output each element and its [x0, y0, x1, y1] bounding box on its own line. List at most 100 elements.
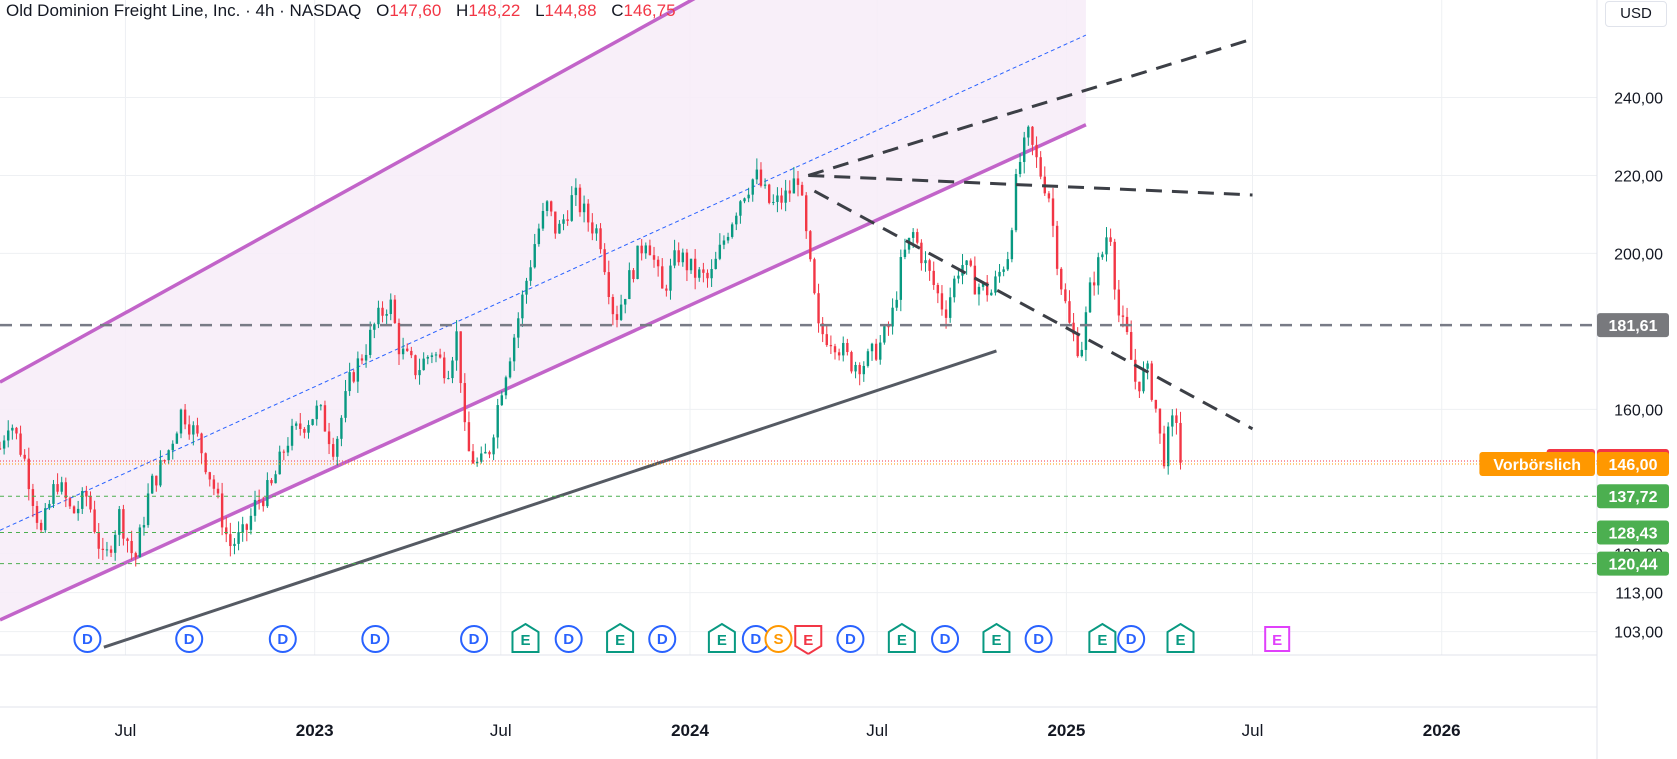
candle-body — [817, 293, 820, 324]
symbol-name[interactable]: Old Dominion Freight Line, Inc. — [6, 1, 241, 20]
price-tag-value: 137,72 — [1609, 489, 1658, 506]
candle-body — [93, 509, 96, 533]
candle-body — [842, 342, 845, 356]
event-marker-e[interactable]: E — [707, 622, 736, 653]
event-marker-e[interactable]: E — [1166, 622, 1195, 653]
event-marker-d[interactable]: D — [836, 625, 865, 653]
candle-body — [920, 242, 923, 264]
candle-body — [1064, 289, 1067, 302]
candle-body — [981, 282, 985, 287]
candle-body — [632, 270, 635, 279]
currency-button[interactable]: USD — [1605, 1, 1667, 27]
candle-body — [130, 540, 133, 554]
event-marker-d[interactable]: D — [460, 625, 489, 653]
candle-body — [414, 355, 417, 376]
candle-body — [138, 527, 142, 558]
horizontal-levels[interactable] — [0, 323, 1597, 565]
event-marker-d[interactable]: D — [741, 625, 770, 653]
candle-body — [525, 280, 528, 295]
event-marker-e[interactable]: E — [794, 625, 823, 656]
exchange-label: NASDAQ — [289, 1, 362, 20]
candle-body — [393, 299, 397, 323]
event-marker-d[interactable]: D — [1024, 625, 1053, 653]
candle-body — [85, 490, 88, 497]
event-marker-d[interactable]: D — [1117, 625, 1146, 653]
candle-body — [237, 532, 240, 544]
candle-body — [710, 269, 713, 279]
candle-body — [1060, 268, 1063, 290]
candle-body — [998, 271, 1001, 277]
y-tick-label: 160,00 — [1614, 402, 1663, 419]
candle-body — [188, 424, 191, 435]
legend-separator: · — [245, 1, 251, 20]
event-marker-e[interactable]: E — [1264, 626, 1291, 652]
dashed-trend-line[interactable] — [813, 189, 1254, 431]
event-marker-s[interactable]: S — [764, 625, 793, 653]
candle-body — [735, 215, 738, 225]
candle-body — [529, 267, 532, 281]
candle-body — [582, 203, 586, 213]
channel-lower-line[interactable] — [0, 123, 1087, 622]
event-marker-e[interactable]: E — [511, 622, 540, 653]
candle-body — [72, 506, 76, 514]
candle-body — [1010, 230, 1014, 260]
interval-label[interactable]: 4h — [255, 1, 275, 20]
event-marker-d[interactable]: D — [73, 625, 102, 653]
regression-channel[interactable] — [0, 0, 1087, 622]
candle-body — [833, 346, 837, 353]
legend-separator-2: · — [279, 1, 285, 20]
dividend-icon — [175, 625, 204, 653]
trend-line[interactable] — [103, 349, 997, 649]
candle-body — [792, 178, 796, 194]
earnings-icon — [982, 622, 1011, 653]
event-marker-d[interactable]: D — [931, 625, 960, 653]
candle-body — [788, 190, 791, 194]
candle-body — [1018, 161, 1022, 175]
candle-body — [541, 211, 545, 229]
candle-body — [397, 322, 401, 355]
channel-upper-line[interactable] — [0, 0, 784, 384]
event-marker-e[interactable]: E — [1088, 622, 1117, 653]
price-tag-box — [1597, 551, 1669, 576]
candle-body — [866, 351, 870, 366]
event-marker-d[interactable]: D — [175, 625, 204, 653]
dashed-trend-line[interactable] — [808, 173, 1253, 197]
candle-body — [60, 482, 63, 492]
candle-body — [307, 424, 310, 433]
time-axis[interactable]: Jul 2023 Jul 2024 Jul 2025 Jul 2026 — [0, 654, 1677, 740]
candle-body — [89, 496, 92, 510]
event-marker-e[interactable]: E — [982, 622, 1011, 653]
candle-body — [253, 499, 257, 516]
candle-body — [953, 278, 956, 298]
candle-body — [800, 184, 804, 196]
candle-body — [500, 395, 504, 406]
candle-body — [196, 425, 199, 434]
candle-body — [850, 352, 853, 372]
trend-drawings[interactable] — [103, 37, 1254, 649]
candle-body — [772, 201, 775, 203]
candle-body — [554, 211, 557, 234]
candle-body — [467, 422, 471, 452]
candle-body — [1006, 259, 1009, 270]
channel-mid-line[interactable] — [0, 34, 1087, 531]
price-axis[interactable]: 103,00113,00123,00160,00200,00220,00240,… — [1596, 0, 1677, 759]
candlestick-series — [0, 125, 1182, 567]
candle-body — [825, 334, 828, 346]
candle-body — [109, 549, 113, 553]
candle-body — [948, 297, 952, 318]
candle-body — [1055, 225, 1059, 269]
event-marker-d[interactable]: D — [361, 625, 390, 653]
event-marker-d[interactable]: D — [268, 625, 297, 653]
candle-body — [903, 249, 907, 258]
event-marker-e[interactable]: E — [887, 622, 916, 653]
candle-body — [759, 169, 763, 186]
candle-body — [985, 282, 989, 296]
event-marker-d[interactable]: D — [648, 625, 677, 653]
event-marker-d[interactable]: D — [554, 625, 583, 653]
channel-fill — [0, 0, 1086, 620]
event-marker-e[interactable]: E — [606, 622, 635, 653]
candle-body — [652, 255, 656, 260]
x-tick-label: 2026 — [1423, 721, 1461, 740]
